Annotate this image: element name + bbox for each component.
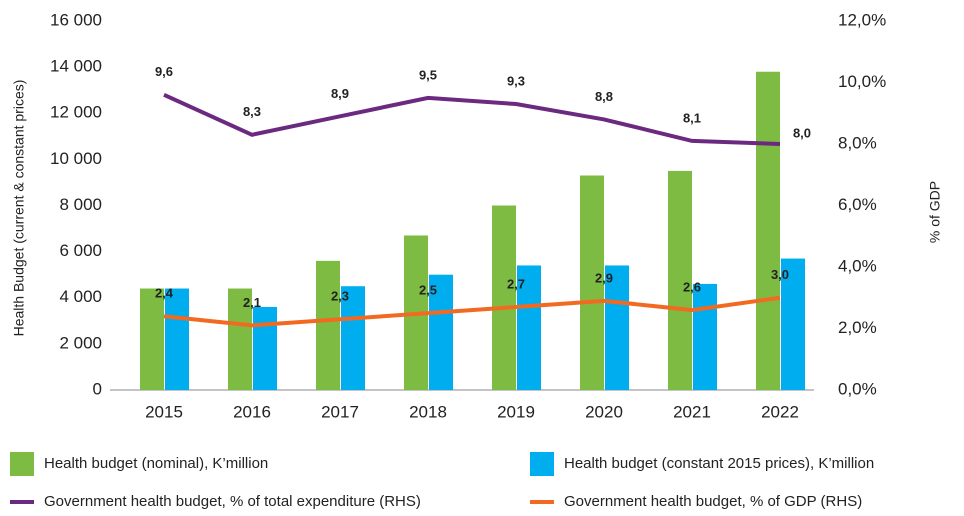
value-label: 2,9 [595,270,613,285]
y-tick-label: 10 000 [50,149,102,168]
x-tick-label: 2018 [409,402,447,421]
value-label: 8,3 [243,104,261,119]
bar [429,274,453,390]
bar [517,265,541,390]
y2-tick-label: 2,0% [838,318,877,337]
value-label: 2,6 [683,279,701,294]
bar [781,258,805,390]
y-tick-label: 2 000 [59,333,102,352]
line [163,92,781,146]
y2-axis-title: % of GDP [927,181,943,243]
y-tick-label: 8 000 [59,195,102,214]
y-tick-label: 4 000 [59,287,102,306]
bar [492,205,516,390]
bar [165,288,189,390]
value-label: 9,6 [155,64,173,79]
value-label: 9,3 [507,73,525,88]
legend-swatch [10,452,34,476]
legend-label: Government health budget, % of total exp… [44,493,421,510]
value-label: 2,7 [507,276,525,291]
x-tick-label: 2019 [497,402,535,421]
x-tick-label: 2017 [321,402,359,421]
value-label: 8,8 [595,89,613,104]
x-tick-label: 2015 [145,402,183,421]
y-tick-label: 0 [93,379,102,398]
legend-label: Health budget (nominal), K’million [44,455,268,472]
bar [228,288,252,390]
bar [316,260,340,390]
y-axis-title: Health Budget (current & constant prices… [11,80,27,337]
bar [756,71,780,391]
x-tick-label: 2022 [761,402,799,421]
bar [605,265,629,390]
value-label: 2,4 [155,286,174,301]
bar [580,175,604,390]
bar [693,283,717,390]
line [163,295,781,328]
bar [668,170,692,390]
value-label: 2,5 [419,283,437,298]
y-tick-label: 16 000 [50,10,102,29]
value-label: 8,0 [793,125,811,140]
bar [253,306,277,390]
x-tick-label: 2021 [673,402,711,421]
y2-tick-label: 10,0% [838,72,886,91]
value-label: 8,1 [683,110,701,125]
y2-tick-label: 6,0% [838,195,877,214]
y-tick-label: 14 000 [50,57,102,76]
y2-tick-label: 8,0% [838,133,877,152]
value-label: 2,3 [331,289,349,304]
y2-tick-label: 12,0% [838,10,886,29]
legend-swatch [530,452,554,476]
legend-label: Government health budget, % of GDP (RHS) [564,493,862,510]
value-label: 2,1 [243,295,261,310]
x-tick-label: 2016 [233,402,271,421]
value-label: 8,9 [331,86,349,101]
y-tick-label: 12 000 [50,103,102,122]
y2-tick-label: 4,0% [838,256,877,275]
legend-label: Health budget (constant 2015 prices), K’… [564,455,874,472]
x-tick-label: 2020 [585,402,623,421]
y-tick-label: 6 000 [59,241,102,260]
y2-tick-label: 0,0% [838,379,877,398]
bar [140,288,164,390]
bar [341,286,365,390]
value-label: 3,0 [771,267,789,282]
value-label: 9,5 [419,67,437,82]
